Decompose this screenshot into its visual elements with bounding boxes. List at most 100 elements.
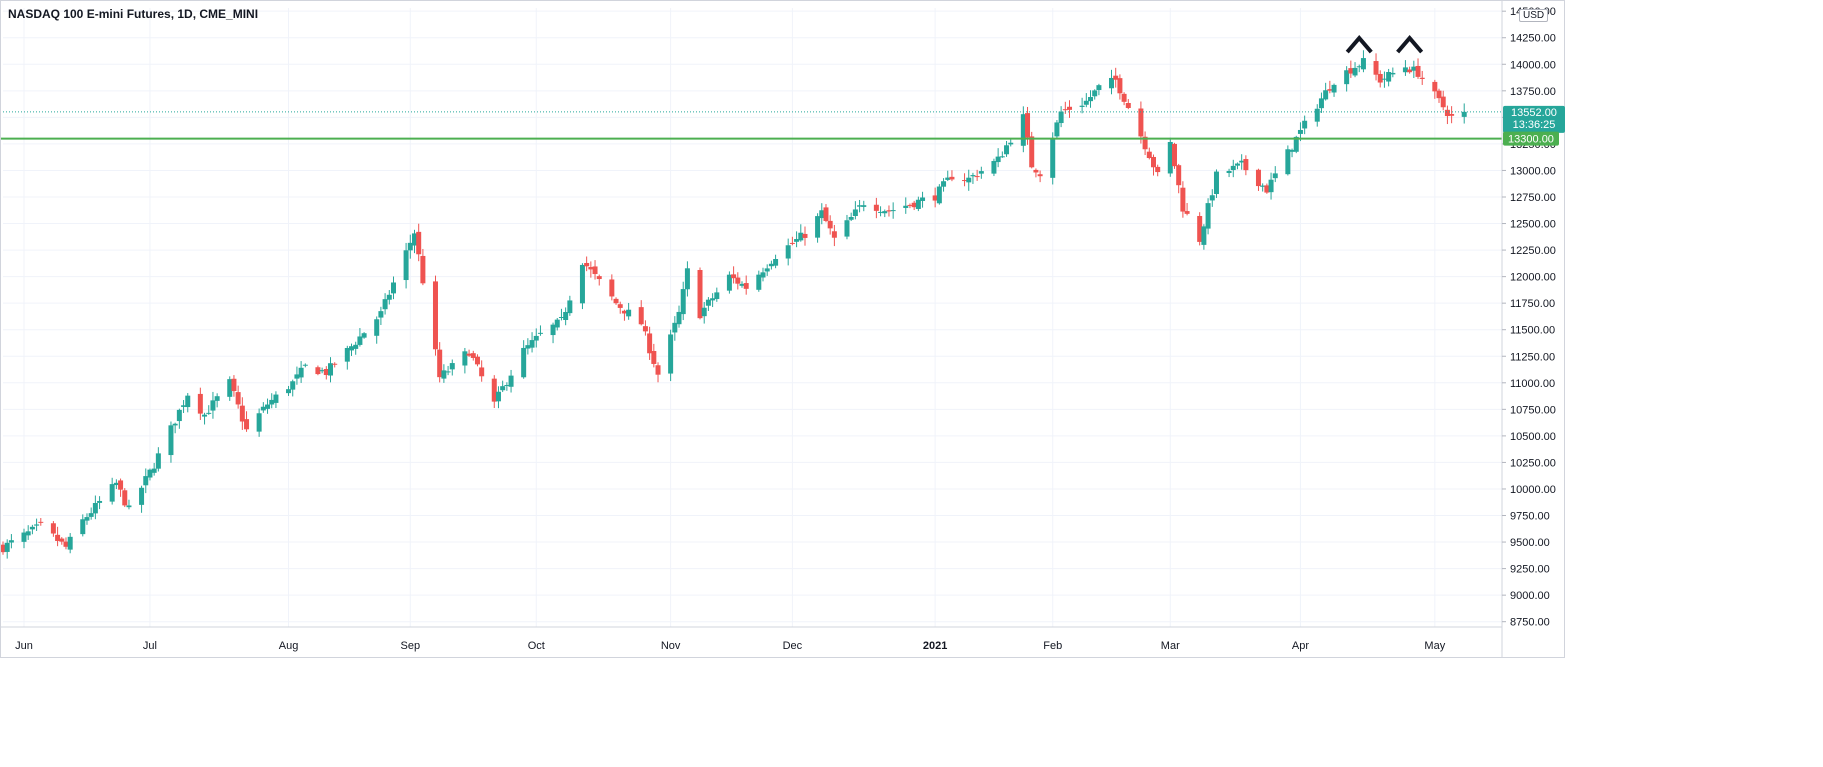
candle-down (827, 220, 833, 229)
last-price-tag (1503, 105, 1565, 133)
candle-down (1171, 143, 1177, 167)
x-tick-label: Jul (143, 640, 157, 652)
candle-down (655, 365, 661, 375)
candle-up (357, 336, 363, 345)
candle-up (67, 536, 73, 550)
candle-up (88, 513, 94, 517)
candle-up (815, 216, 821, 238)
candle-up (260, 406, 266, 411)
candle-down (609, 279, 615, 297)
candle-down (315, 367, 321, 375)
candle-up (386, 294, 392, 300)
candle-up (760, 272, 766, 278)
candle-up (1234, 163, 1240, 166)
candle-up (1096, 85, 1102, 91)
candle-up (1289, 149, 1295, 152)
candle-down (642, 326, 648, 332)
y-tick-label: 10500.00 (1510, 431, 1556, 443)
candle-up (794, 239, 800, 242)
y-tick-label: 9500.00 (1510, 537, 1550, 549)
candle-up (449, 363, 455, 370)
candle-down (1197, 215, 1203, 242)
candle-up (176, 409, 182, 422)
candle-down (1436, 90, 1442, 99)
candle-down (1033, 169, 1039, 173)
candle-up (382, 299, 388, 310)
chevron-up-icon (1345, 34, 1373, 54)
y-tick-label: 14000.00 (1510, 59, 1556, 71)
candle-down (474, 356, 480, 365)
y-tick-label: 10000.00 (1510, 484, 1556, 496)
candlestick-chart[interactable]: 8750.00 9000.00 9250.00 9500.00 9750.00 10000… (0, 0, 1565, 658)
currency-button[interactable]: USD (1519, 9, 1549, 22)
candle-up (966, 177, 972, 183)
candle-up (155, 453, 161, 469)
y-tick-label: 12000.00 (1510, 272, 1556, 284)
candle-up (1201, 226, 1207, 245)
candle-up (84, 517, 90, 521)
candle-down (466, 353, 472, 356)
candle-down (1176, 165, 1182, 186)
candle-down (617, 304, 623, 308)
candle-up (181, 405, 187, 407)
candle-up (302, 364, 308, 366)
candle-down (1142, 136, 1148, 150)
candle-up (1226, 170, 1232, 173)
candle-down (651, 351, 657, 364)
candle-up (1297, 129, 1303, 134)
candle-up (407, 242, 413, 251)
candle-up (1386, 71, 1392, 82)
candle-up (1260, 185, 1266, 187)
candle-down (470, 353, 476, 358)
chart-container[interactable]: 8750.00 9000.00 9250.00 9500.00 9750.00 10000… (0, 0, 1565, 658)
candle-down (638, 307, 644, 325)
candle-up (764, 268, 770, 272)
candle-up (882, 211, 888, 214)
candle-up (227, 379, 233, 397)
candle-up (1054, 122, 1060, 137)
candle-up (202, 414, 208, 417)
candle-down (1150, 156, 1156, 168)
candle-down (592, 266, 598, 275)
candle-down (420, 255, 426, 284)
candle-down (1121, 93, 1127, 102)
candle-down (647, 333, 653, 354)
x-tick-label: Nov (661, 640, 681, 652)
candle-down (239, 405, 245, 422)
candle-up (1285, 149, 1291, 175)
candle-down (613, 298, 619, 304)
candle-down (432, 281, 438, 350)
candle-down (38, 521, 44, 523)
candle-up (378, 311, 384, 318)
candle-up (1209, 195, 1215, 201)
candle-down (1025, 113, 1031, 138)
candle-down (584, 262, 590, 267)
candle-up (8, 540, 14, 543)
candle-up (945, 177, 951, 180)
candle-down (831, 231, 837, 238)
candle-down (911, 202, 917, 208)
support-price-tag (1503, 131, 1559, 146)
candle-up (403, 250, 409, 281)
candle-up (1302, 120, 1308, 129)
candle-down (491, 378, 497, 402)
candle-up (1050, 138, 1056, 178)
candle-up (97, 500, 103, 503)
grid (3, 8, 1502, 627)
candle-up (999, 156, 1005, 158)
candle-down (55, 534, 61, 541)
candle-up (756, 274, 762, 290)
candle-up (1230, 165, 1236, 171)
candle-up (1461, 111, 1467, 117)
candle-up (529, 340, 535, 348)
candle-up (978, 171, 984, 174)
candle-down (962, 180, 968, 182)
candle-up (936, 186, 942, 204)
candle-up (626, 309, 632, 317)
candle-up (705, 299, 711, 306)
candle-down (197, 393, 203, 414)
candle-down (907, 204, 913, 206)
candle-down (1243, 159, 1249, 171)
y-tick-label: 10750.00 (1510, 404, 1556, 416)
candle-up (878, 211, 884, 213)
